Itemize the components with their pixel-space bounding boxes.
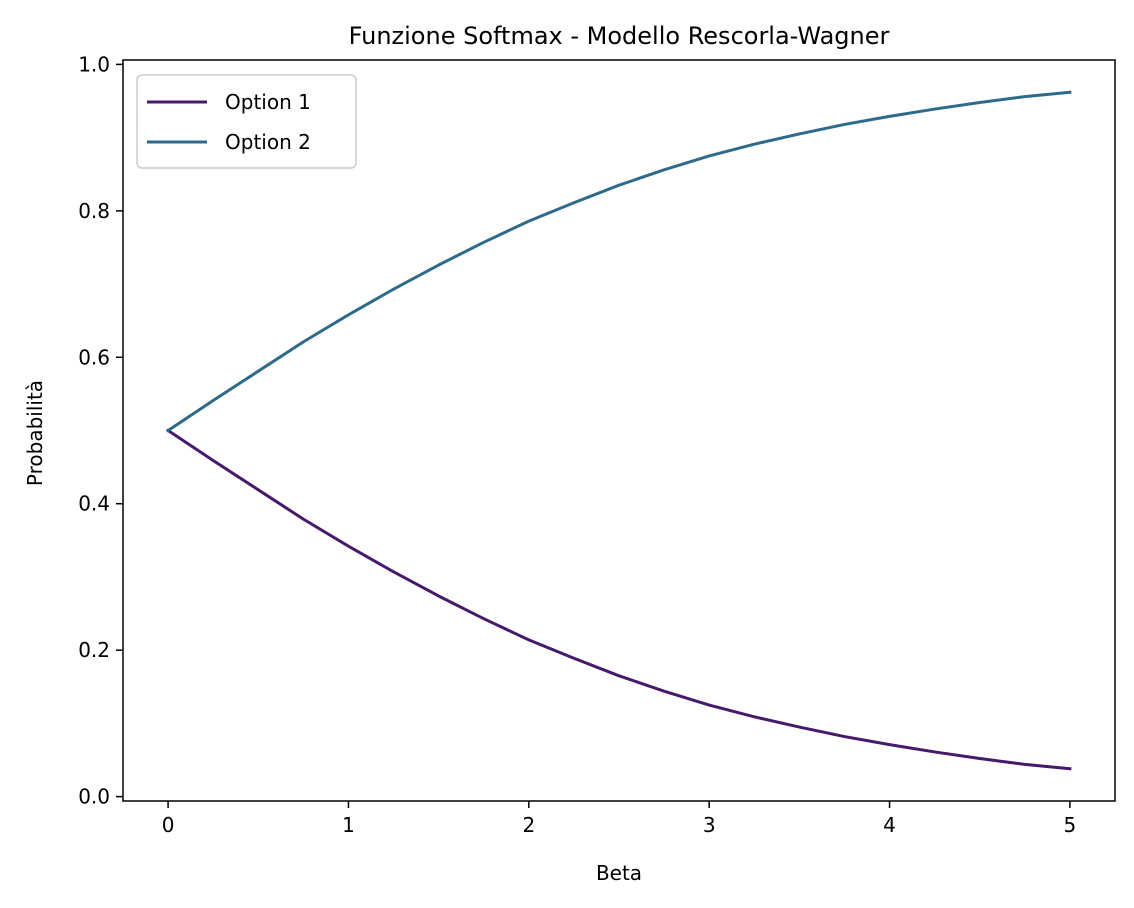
x-tick-label: 5	[1064, 813, 1077, 837]
x-tick-label: 2	[522, 813, 535, 837]
x-tick-label: 0	[162, 813, 175, 837]
x-axis-label: Beta	[596, 861, 642, 885]
series-layer	[166, 90, 1072, 771]
chart-title: Funzione Softmax - Modello Rescorla-Wagn…	[349, 22, 890, 50]
x-tick-label: 1	[342, 813, 355, 837]
legend-entry-label: Option 1	[225, 90, 311, 114]
axes-frame	[122, 59, 1116, 802]
y-axis-label: Probabilità	[23, 380, 47, 486]
x-tick-label: 4	[883, 813, 896, 837]
y-tick-label: 0.0	[78, 785, 110, 809]
series-line-option-1	[166, 428, 1072, 771]
legend-box	[136, 74, 357, 169]
y-tick-label: 0.2	[78, 638, 110, 662]
y-tick-label: 0.6	[78, 345, 110, 369]
y-tick-label: 0.8	[78, 199, 110, 223]
y-axis-ticks: 0.0 0.2 0.4 0.6 0.8 1.0	[78, 52, 123, 809]
x-axis-ticks: 0 1 2 3 4 5	[162, 801, 1077, 837]
legend: Option 1 Option 2	[136, 74, 357, 169]
series-line-option-2	[166, 90, 1072, 433]
y-tick-label: 1.0	[78, 52, 110, 76]
y-tick-label: 0.4	[78, 492, 110, 516]
legend-entry-label: Option 2	[225, 130, 311, 154]
x-tick-label: 3	[703, 813, 716, 837]
